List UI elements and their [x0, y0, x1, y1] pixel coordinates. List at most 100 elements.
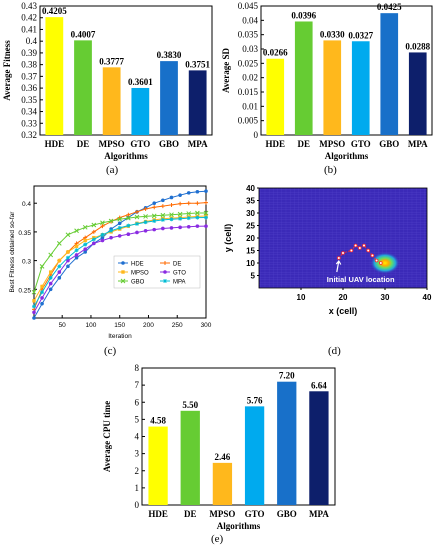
- data-label-gto: 5.76: [247, 395, 263, 405]
- point-mpa: [74, 248, 79, 253]
- legend-box: [113, 255, 201, 289]
- category-label-de: DE: [77, 139, 90, 149]
- point-de: [126, 212, 131, 217]
- y-tick-label: 0.045: [238, 1, 259, 11]
- point-mpso: [66, 250, 70, 254]
- data-label-de: 0.0396: [291, 10, 316, 20]
- uav-path-point: [366, 248, 371, 253]
- data-label-mpso: 0.0330: [320, 29, 345, 39]
- point-mpa: [152, 219, 157, 224]
- legend-marker-hde: [121, 261, 125, 265]
- x-tick-label: 20: [339, 293, 348, 302]
- data-label-hde: 0.4205: [42, 6, 67, 16]
- bar-gto: [351, 41, 370, 136]
- point-hde: [100, 235, 105, 240]
- uav-path-point: [370, 253, 375, 258]
- uav-path-point: [374, 258, 379, 263]
- bar-mpso: [323, 40, 342, 135]
- category-label-hde: HDE: [265, 139, 285, 149]
- heatmap-grid: [259, 188, 427, 288]
- x-tick-label: 300: [201, 322, 212, 329]
- data-label-gbo: 7.20: [279, 371, 295, 381]
- category-label-gbo: GBO: [379, 139, 399, 149]
- point-gto: [32, 310, 36, 315]
- category-label-de: DE: [184, 509, 197, 519]
- point-gbo: [177, 211, 183, 217]
- plot-frame: [39, 5, 213, 136]
- point-gbo: [91, 222, 97, 228]
- point-gbo: [169, 212, 174, 218]
- point-gto: [66, 258, 70, 263]
- plot-frame: [141, 367, 336, 506]
- category-label-gbo: GBO: [277, 509, 297, 519]
- point-gto: [204, 224, 208, 228]
- y-tick-label: 2: [135, 466, 140, 476]
- y-tick-label: 0.025: [238, 58, 259, 68]
- legend-marker-mpso: [121, 270, 125, 274]
- point-hde: [195, 189, 200, 194]
- point-mpa: [57, 264, 62, 269]
- y-tick-label: 15: [246, 247, 255, 256]
- point-hde: [161, 198, 165, 203]
- point-hde: [48, 287, 53, 292]
- point-gto: [40, 296, 44, 300]
- point-gto: [186, 224, 191, 229]
- point-hde: [66, 264, 70, 269]
- bar-hde: [148, 426, 168, 505]
- point-gto: [57, 270, 62, 274]
- legend-marker-gto: [163, 270, 167, 274]
- y-axis-label: Average SD: [221, 47, 231, 93]
- y-tick-label: 0.41: [21, 24, 37, 34]
- chart-e-cpu-time: 0 1 2 3 4 5 6 7 8 4.58 HDE 5.50 DE 2.46 MPSO 5.76 GTO 7.2…: [102, 363, 336, 531]
- point-gto: [126, 232, 131, 237]
- caption-e: (e): [211, 533, 224, 545]
- point-gbo: [82, 224, 88, 230]
- y-tick-label: 6: [135, 397, 140, 407]
- point-mpa: [117, 225, 122, 230]
- point-gbo: [31, 289, 37, 295]
- point-gto: [109, 235, 113, 240]
- uav-path-point: [353, 243, 358, 248]
- uav-path-point: [349, 248, 354, 253]
- bar-de: [294, 21, 313, 136]
- point-gto: [195, 224, 200, 228]
- y-tick-label: 0.015: [238, 87, 259, 97]
- point-hde: [40, 301, 44, 306]
- uav-path-point: [379, 261, 383, 265]
- y-tick-label: 0: [254, 130, 259, 140]
- y-tick-label: 8: [135, 363, 140, 373]
- point-gto: [92, 241, 96, 246]
- legend-marker-mpa: [163, 279, 167, 283]
- point-mpa: [109, 228, 114, 233]
- point-gbo: [117, 216, 123, 222]
- y-tick-label: 0.33: [21, 118, 37, 128]
- y-tick-label: 0.4: [26, 36, 38, 46]
- point-mpa: [186, 216, 191, 221]
- y-tick-label: 0.32: [21, 130, 37, 140]
- y-tick-label: 1: [135, 483, 140, 493]
- y-tick-label: 0.005: [238, 116, 259, 126]
- point-mpa: [134, 221, 139, 226]
- chart-d-uav-heatmap: Initial UAV location 5 10 15 20 25 30 35 40 10 20 3…: [223, 184, 432, 316]
- x-tick-label: 40: [423, 293, 432, 302]
- point-gbo: [151, 213, 157, 219]
- point-mpa: [32, 304, 36, 309]
- point-gto: [117, 234, 122, 238]
- y-tick-label: 30: [246, 209, 255, 218]
- point-gto: [152, 227, 157, 232]
- y-tick-label: 0.35: [18, 230, 31, 237]
- point-mpa: [48, 275, 53, 280]
- caption-a: (a): [106, 164, 119, 176]
- point-hde: [204, 189, 208, 193]
- bar-hde: [266, 58, 285, 135]
- point-gbo: [108, 218, 114, 224]
- point-hde: [32, 316, 36, 320]
- legend-label-de: DE: [173, 262, 181, 268]
- legend-label-mpa: MPA: [173, 280, 186, 286]
- data-label-mpa: 0.3751: [185, 59, 210, 69]
- point-hde: [186, 191, 191, 195]
- point-gbo: [160, 212, 166, 218]
- data-label-mpa: 6.64: [311, 380, 327, 390]
- y-tick-label: 0.35: [21, 95, 37, 105]
- bar-mpa: [408, 52, 427, 135]
